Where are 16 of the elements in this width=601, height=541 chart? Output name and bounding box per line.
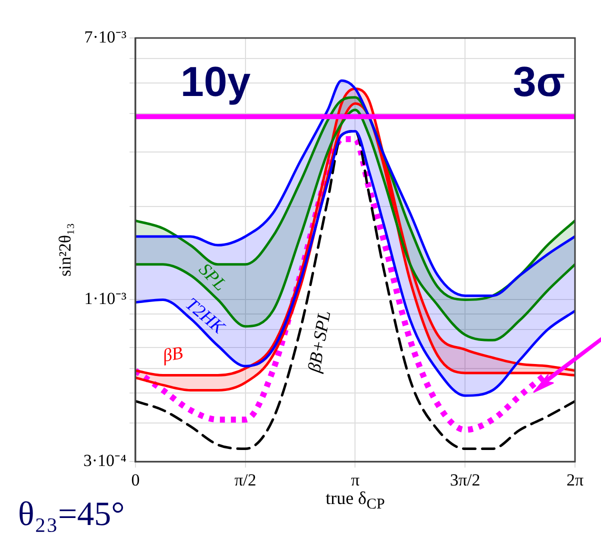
y-tick-label: 1·10⁻³ — [84, 289, 126, 308]
x-tick-label: 3π/2 — [450, 470, 480, 490]
x-tick-label: π/2 — [234, 470, 256, 490]
x-axis-title: true δ$_{CP}$ — [326, 488, 385, 514]
text: SPL — [195, 259, 230, 294]
text: θ₂₃=45° — [18, 496, 125, 534]
y-tick-label: 3·10⁻⁴ — [83, 451, 127, 470]
y-axis-title: sin²2θ₁₃ — [56, 223, 75, 277]
x-tick-label: 2π — [566, 470, 584, 490]
text: βB — [160, 342, 184, 366]
text: βB+SPL — [304, 309, 334, 375]
y-tick-label: 7·10⁻³ — [84, 27, 126, 46]
x-tick-label: π — [350, 470, 360, 490]
annotation: 10y — [180, 58, 251, 106]
x-tick-label: 0 — [131, 470, 140, 490]
annotation: 3σ — [512, 58, 565, 106]
